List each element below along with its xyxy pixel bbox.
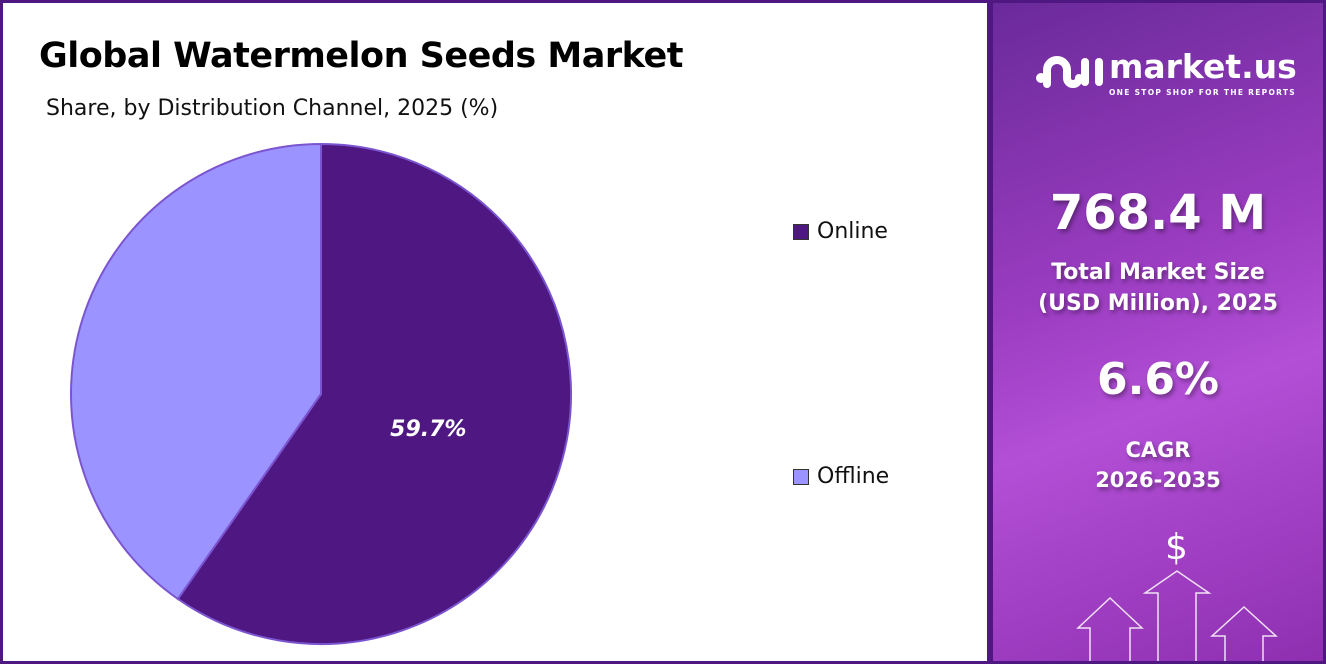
legend-item-online: Online [793,218,888,246]
legend-item-offline: Offline [793,463,889,491]
cagr-value: 6.6% [1096,354,1220,405]
cagr-label: CAGR [1125,438,1191,462]
market-size-value: 768.4 M [1049,185,1267,241]
dollar-icon: $ [1165,527,1188,568]
data-label-online: 59.7% [390,417,466,442]
legend-label: Online [817,219,888,244]
arrows-decoration [1076,570,1278,661]
pie-chart: 59.7% [70,142,572,645]
brand-tagline: ONE STOP SHOP FOR THE REPORTS [1109,88,1296,97]
market-size-label-2: (USD Million), 2025 [1038,291,1278,316]
logo-icon [1036,55,1103,88]
chart-subtitle: Share, by Distribution Channel, 2025 (%) [46,96,499,121]
legend-swatch-online [793,224,809,240]
pie-slice-online [176,142,572,645]
legend-label: Offline [817,464,890,489]
chart-panel: Global Watermelon Seeds Market Share, by… [0,0,990,664]
chart-title: Global Watermelon Seeds Market [39,36,683,76]
legend-swatch-offline [793,469,809,485]
pie-slice-offline [70,142,322,601]
cagr-period: 2026-2035 [1095,468,1221,492]
brand-name: market.us [1109,47,1297,86]
summary-panel: market.us ONE STOP SHOP FOR THE REPORTS … [990,0,1326,664]
brand-logo: market.us ONE STOP SHOP FOR THE REPORTS [1033,47,1297,98]
market-size-label: Total Market Size [1051,260,1265,285]
